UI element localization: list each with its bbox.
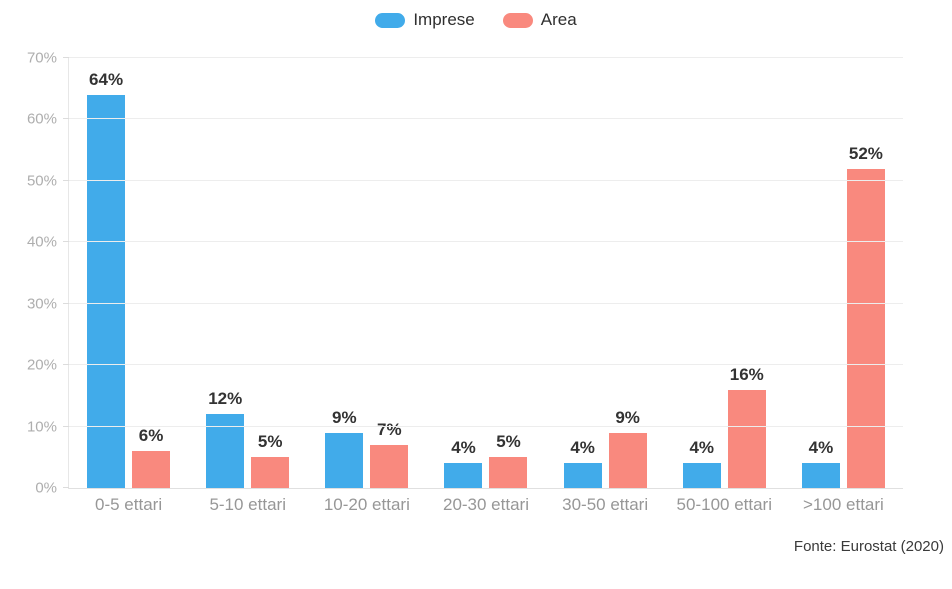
- gridline: [69, 425, 903, 427]
- gridline: [69, 57, 903, 58]
- y-tick-label: 0%: [35, 479, 57, 497]
- bar-area: [489, 457, 528, 488]
- y-tick-label: 70%: [26, 49, 57, 67]
- x-axis-labels: 0-5 ettari 5-10 ettari 10-20 ettari 20-30 e…: [69, 495, 903, 515]
- bar-value-label: 4%: [808, 438, 834, 458]
- bar-wrap-area: 6%: [132, 58, 171, 488]
- y-tick-label: 40%: [26, 233, 57, 251]
- bar-wrap-area: 52%: [846, 58, 885, 488]
- y-tick-mark: [63, 179, 69, 181]
- x-axis-label: 30-50 ettari: [562, 495, 649, 514]
- y-tick-mark: [63, 364, 69, 366]
- bar-value-label: 5%: [496, 432, 521, 452]
- bar-imprese: [563, 463, 602, 488]
- gridline: [69, 364, 903, 366]
- x-axis-label: 0-5 ettari: [95, 495, 163, 514]
- y-tick-label: 30%: [26, 295, 57, 313]
- x-axis-label: 5-10 ettari: [209, 495, 286, 514]
- y-tick-mark: [63, 425, 69, 427]
- gridline: [69, 241, 903, 243]
- gridline: [69, 302, 903, 304]
- y-tick-mark: [63, 302, 69, 304]
- bar-area: [727, 389, 766, 488]
- legend-item-imprese: Imprese: [375, 10, 475, 30]
- bar-imprese: [444, 463, 483, 488]
- y-tick-mark: [63, 57, 69, 58]
- bar-value-label: 52%: [848, 143, 883, 163]
- bar-group: 64% 6%: [69, 58, 188, 488]
- bar-wrap-area: 9%: [608, 58, 647, 488]
- bar-value-label: 7%: [377, 420, 402, 439]
- legend-swatch-icon: [375, 12, 406, 28]
- bar-imprese: [206, 414, 245, 488]
- bar-group: 4% 16%: [665, 58, 784, 488]
- chart-legend: Imprese Area: [0, 10, 952, 30]
- bar-imprese: [682, 463, 721, 488]
- legend-label: Area: [540, 10, 577, 29]
- bar-area: [370, 445, 409, 488]
- x-axis-label: 20-30 ettari: [442, 495, 529, 514]
- bar-wrap-imprese: 4%: [801, 58, 840, 488]
- bar-group: 12% 5%: [188, 58, 307, 488]
- bar-group: 4% 9%: [546, 58, 665, 488]
- y-tick-label: 50%: [26, 172, 57, 190]
- y-tick-label: 10%: [26, 418, 57, 436]
- bar-group: 4% 5%: [426, 58, 545, 488]
- legend-item-area: Area: [502, 10, 577, 30]
- bar-area: [132, 451, 171, 488]
- bar-wrap-imprese: 64%: [87, 58, 126, 488]
- bar-value-label: 9%: [332, 407, 357, 427]
- bar-wrap-imprese: 4%: [444, 58, 483, 488]
- bar-group: 9% 7%: [307, 58, 426, 488]
- bar-value-label: 6%: [138, 426, 164, 446]
- y-tick-label: 20%: [26, 356, 57, 374]
- gridline: [69, 179, 903, 181]
- y-tick-label: 60%: [26, 110, 57, 128]
- source-note: Fonte: Eurostat (2020): [793, 538, 944, 555]
- bar-area: [608, 432, 647, 488]
- bar-wrap-area: 16%: [727, 58, 766, 488]
- bar-wrap-area: 5%: [251, 58, 290, 488]
- bar-groups: 64% 6% 12% 5% 9% 7% 4% 5% 4% 9% 4% 16% 4% 52%: [69, 58, 903, 488]
- bar-value-label: 4%: [570, 438, 595, 458]
- y-tick-mark: [63, 118, 69, 120]
- y-tick-mark: [63, 241, 69, 243]
- bar-group: 4% 52%: [784, 58, 903, 488]
- legend-swatch-icon: [502, 12, 533, 28]
- plot-area: 64% 6% 12% 5% 9% 7% 4% 5% 4% 9% 4% 16% 4% 52% 0-5 ett…: [27, 50, 903, 514]
- gridline: [69, 118, 903, 120]
- bar-area: [251, 457, 290, 488]
- y-tick-mark: [63, 487, 69, 488]
- bar-imprese: [325, 432, 364, 488]
- legend-label: Imprese: [413, 10, 475, 29]
- bar-value-label: 5%: [257, 432, 283, 452]
- bar-value-label: 4%: [451, 438, 476, 458]
- bar-wrap-imprese: 4%: [682, 58, 721, 488]
- bar-value-label: 12%: [208, 389, 243, 409]
- bar-imprese: [801, 463, 840, 488]
- x-axis-label: >100 ettari: [803, 495, 884, 514]
- bar-value-label: 4%: [689, 438, 715, 458]
- bar-area: [846, 168, 885, 488]
- bar-wrap-imprese: 4%: [563, 58, 602, 488]
- bar-wrap-area: 5%: [489, 58, 528, 488]
- bar-wrap-area: 7%: [370, 58, 409, 488]
- bar-wrap-imprese: 9%: [325, 58, 364, 488]
- bar-value-label: 64%: [89, 69, 124, 89]
- bar-wrap-imprese: 12%: [206, 58, 245, 488]
- x-axis-label: 50-100 ettari: [676, 495, 772, 514]
- bar-value-label: 9%: [615, 407, 640, 427]
- x-axis-label: 10-20 ettari: [323, 495, 410, 514]
- bar-imprese: [87, 94, 126, 488]
- bar-value-label: 16%: [729, 364, 764, 384]
